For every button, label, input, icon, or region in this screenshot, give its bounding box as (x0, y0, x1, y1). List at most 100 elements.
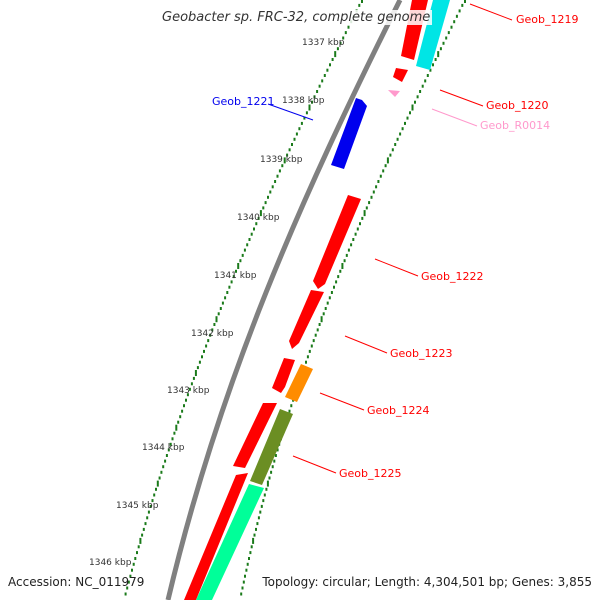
outer-track-tick (267, 195, 269, 199)
outer-track-tick (344, 31, 347, 35)
leader-geob-1221 (267, 103, 314, 121)
inner-track-tick (445, 36, 448, 40)
inner-track-tick (242, 580, 245, 584)
inner-track-tick (343, 259, 346, 263)
outer-track-tick (203, 349, 205, 353)
ruler-label-1343: 1343 kbp (167, 386, 210, 396)
ruler-label-1345: 1345 kbp (116, 501, 159, 511)
inner-track-tick (318, 323, 321, 326)
inner-track-tick (266, 480, 269, 487)
outer-track-tick (316, 90, 319, 93)
genome-title: Geobacter sp. FRC-32, complete genome (160, 10, 433, 25)
outer-track-tick (198, 360, 201, 364)
outer-track-tick (303, 116, 306, 120)
gene-block-red-1225 (233, 403, 277, 468)
outer-track-tick (246, 243, 249, 247)
inner-track-tick (241, 586, 244, 590)
inner-track-tick (361, 216, 364, 220)
outer-track-tick (358, 3, 361, 7)
inner-track-tick (270, 470, 273, 474)
inner-track-tick (249, 551, 252, 555)
outer-track-tick (298, 127, 301, 131)
topology-label: Topology: circular; Length: 4,304,501 bp… (262, 575, 592, 589)
outer-track-tick (169, 442, 172, 446)
outer-track-tick (129, 574, 132, 578)
inner-track-tick (245, 568, 248, 572)
outer-track-tick (215, 316, 218, 323)
outer-track-tick (295, 132, 298, 136)
outer-track-tick (173, 431, 176, 435)
inner-track-tick (370, 195, 373, 199)
leader-geob-1224 (319, 392, 365, 411)
inner-track-tick (424, 79, 427, 83)
inner-track-tick (240, 592, 243, 596)
outer-track-tick (257, 216, 260, 220)
outer-track-tick (124, 592, 127, 596)
gene-label-geob-1219: Geob_1219 (516, 13, 579, 26)
inner-track-tick (256, 522, 259, 526)
outer-track-tick (250, 232, 253, 236)
inner-track-tick (276, 448, 279, 452)
inner-track-tick (450, 25, 453, 29)
inner-track-tick (322, 312, 325, 316)
inner-track-tick (255, 527, 257, 531)
genome-backbone (165, 0, 403, 600)
outer-track-tick (127, 580, 130, 584)
accession-label: Accession: NC_011979 (8, 575, 145, 589)
outer-track-tick (253, 227, 255, 231)
outer-track-tick (276, 174, 279, 178)
outer-track-tick (329, 63, 331, 67)
inner-track-tick (310, 344, 313, 348)
inner-track-tick (414, 100, 416, 104)
outer-track-tick (219, 307, 222, 310)
outer-track-tick (262, 206, 265, 210)
inner-track-tick (328, 296, 331, 300)
outer-track-tick (239, 259, 242, 263)
outer-track-tick (183, 404, 185, 408)
outer-track-tick (217, 312, 220, 316)
outer-track-tick (331, 58, 334, 61)
outer-track-tick (235, 269, 237, 273)
outer-track-tick (137, 545, 140, 549)
outer-track-tick (136, 551, 138, 555)
outer-track-tick (313, 95, 316, 99)
inner-track-tick (399, 132, 402, 136)
outer-track-tick (339, 41, 342, 45)
gene-block-red-1223 (289, 290, 324, 349)
outer-track-tick (264, 201, 267, 205)
outer-track-tick (131, 568, 133, 572)
outer-track-tick (139, 537, 142, 544)
outer-track-tick (141, 533, 144, 537)
inner-track-tick (337, 275, 340, 279)
inner-track-tick (421, 84, 424, 88)
outer-track-tick (255, 222, 258, 226)
inner-track-tick (324, 307, 327, 310)
inner-track-tick (377, 180, 380, 183)
inner-track-tick (339, 269, 342, 273)
outer-track-tick (175, 424, 178, 431)
inner-track-tick (458, 9, 461, 13)
gene-block-red-1224 (272, 358, 295, 393)
inner-track-tick (391, 148, 394, 152)
inner-track-tick (259, 510, 262, 514)
outer-track-tick (164, 459, 167, 463)
outer-track-tick (192, 376, 195, 380)
outer-track-tick (326, 68, 329, 72)
outer-track-tick (237, 263, 240, 269)
inner-track-tick (265, 487, 268, 491)
tick-dots (124, 0, 466, 596)
inner-track-tick (354, 232, 357, 236)
outer-track-tick (188, 387, 191, 391)
outer-track-tick (162, 465, 165, 469)
inner-track-tick (273, 459, 276, 463)
leader-geob-1223 (344, 335, 388, 354)
outer-track-tick (232, 275, 235, 279)
inner-track-tick (416, 95, 419, 99)
inner-track-tick (363, 210, 366, 217)
inner-track-tick (439, 47, 442, 51)
outer-track-tick (243, 248, 246, 252)
inner-track-tick (262, 499, 265, 503)
outer-track-tick (126, 586, 129, 590)
inner-track-tick (308, 349, 311, 353)
